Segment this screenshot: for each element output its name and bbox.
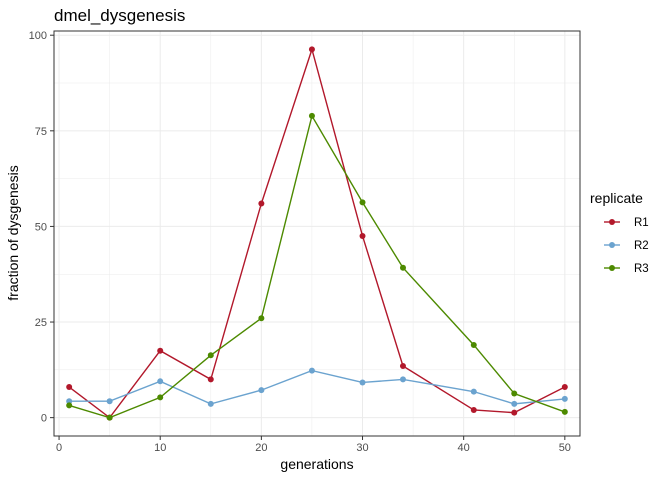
data-point-r1 bbox=[157, 347, 164, 354]
y-tick-label: 50 bbox=[35, 221, 47, 233]
data-point-r1 bbox=[359, 232, 366, 239]
legend-item-r3: R3 bbox=[604, 263, 649, 275]
series-r3 bbox=[66, 112, 568, 421]
data-point-r3 bbox=[511, 390, 518, 397]
y-tick-label: 100 bbox=[29, 30, 47, 42]
x-axis-title: generations bbox=[280, 456, 353, 472]
data-point-r2 bbox=[157, 378, 164, 385]
x-tick-label: 30 bbox=[356, 442, 368, 454]
plot-panel bbox=[53, 30, 581, 437]
data-point-r2 bbox=[470, 388, 477, 395]
legend-label: R2 bbox=[634, 240, 649, 252]
legend-point-swatch bbox=[609, 219, 615, 225]
data-point-r2 bbox=[308, 367, 315, 374]
legend-point-swatch bbox=[609, 265, 615, 271]
data-point-r1 bbox=[207, 376, 214, 383]
x-tick-label: 50 bbox=[559, 442, 571, 454]
legend-item-r1: R1 bbox=[604, 217, 649, 229]
data-point-r1 bbox=[470, 406, 477, 413]
data-point-r3 bbox=[399, 264, 406, 271]
data-point-r1 bbox=[308, 46, 315, 53]
data-point-r3 bbox=[258, 315, 265, 322]
data-point-r2 bbox=[359, 379, 366, 386]
y-axis-title: fraction of dysgenesis bbox=[5, 165, 21, 300]
data-point-r1 bbox=[258, 200, 265, 207]
data-point-r2 bbox=[207, 400, 214, 407]
x-tick-label: 40 bbox=[458, 442, 470, 454]
data-point-r1 bbox=[66, 384, 73, 391]
data-point-r2 bbox=[106, 398, 113, 405]
x-axis: 0 10 20 30 40 50 bbox=[56, 436, 571, 454]
data-point-r2 bbox=[66, 398, 73, 405]
data-point-r3 bbox=[106, 414, 113, 421]
data-point-r3 bbox=[207, 352, 214, 359]
data-point-r2 bbox=[399, 376, 406, 383]
data-point-r3 bbox=[66, 402, 73, 409]
data-point-r1 bbox=[561, 384, 568, 391]
legend: replicate R1 R2 R3 bbox=[590, 190, 649, 275]
data-point-r1 bbox=[399, 363, 406, 370]
series-r2 bbox=[66, 367, 568, 407]
y-tick-label: 25 bbox=[35, 317, 47, 329]
x-tick-label: 10 bbox=[154, 442, 166, 454]
data-point-r3 bbox=[470, 341, 477, 348]
plot-border bbox=[53, 30, 581, 437]
data-point-r3 bbox=[359, 199, 366, 206]
data-point-r1 bbox=[511, 409, 518, 416]
legend-items: R1 R2 R3 bbox=[604, 217, 649, 275]
x-tick-label: 0 bbox=[56, 442, 62, 454]
legend-label: R3 bbox=[634, 263, 649, 275]
data-point-r3 bbox=[561, 408, 568, 415]
series-layer bbox=[66, 46, 568, 421]
y-tick-label: 0 bbox=[41, 413, 47, 425]
data-point-r2 bbox=[258, 387, 265, 394]
y-axis: 0 25 50 75 100 bbox=[29, 30, 54, 425]
x-tick-label: 20 bbox=[255, 442, 267, 454]
data-point-r3 bbox=[308, 112, 315, 119]
data-point-r3 bbox=[157, 394, 164, 401]
plot-background bbox=[54, 31, 580, 436]
y-tick-label: 75 bbox=[35, 126, 47, 138]
data-point-r2 bbox=[561, 395, 568, 402]
data-point-r2 bbox=[511, 400, 518, 407]
chart-title: dmel_dysgenesis bbox=[54, 6, 185, 25]
legend-item-r2: R2 bbox=[604, 240, 649, 252]
legend-point-swatch bbox=[609, 242, 615, 248]
legend-title: replicate bbox=[590, 190, 643, 206]
legend-label: R1 bbox=[634, 217, 649, 229]
